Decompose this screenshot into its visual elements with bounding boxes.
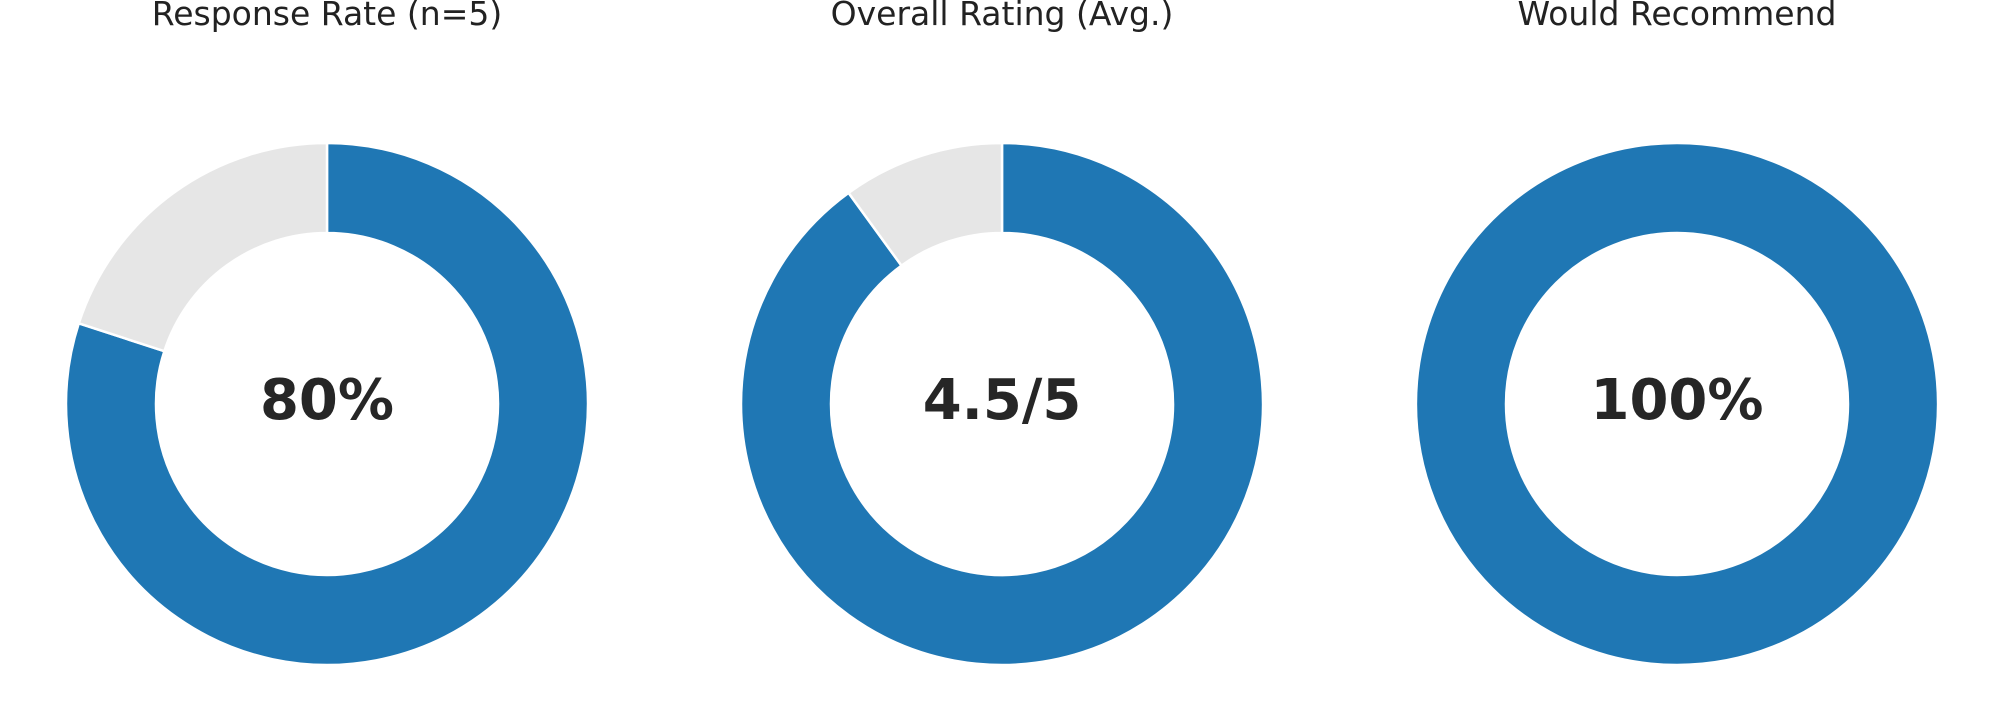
center-label: 80% — [260, 368, 394, 433]
donut-segment — [1414, 141, 1940, 667]
chart-title: Overall Rating (Avg.) — [831, 0, 1174, 33]
chart-title: Response Rate (n=5) — [152, 0, 502, 33]
donut-segment — [846, 141, 1004, 268]
center-label: 100% — [1590, 368, 1763, 433]
chart-title: Would Recommend — [1518, 0, 1837, 33]
donut-segment — [739, 141, 1265, 667]
center-label: 4.5/5 — [923, 368, 1082, 433]
donut-segment — [77, 141, 329, 353]
donut-segment — [64, 141, 590, 667]
